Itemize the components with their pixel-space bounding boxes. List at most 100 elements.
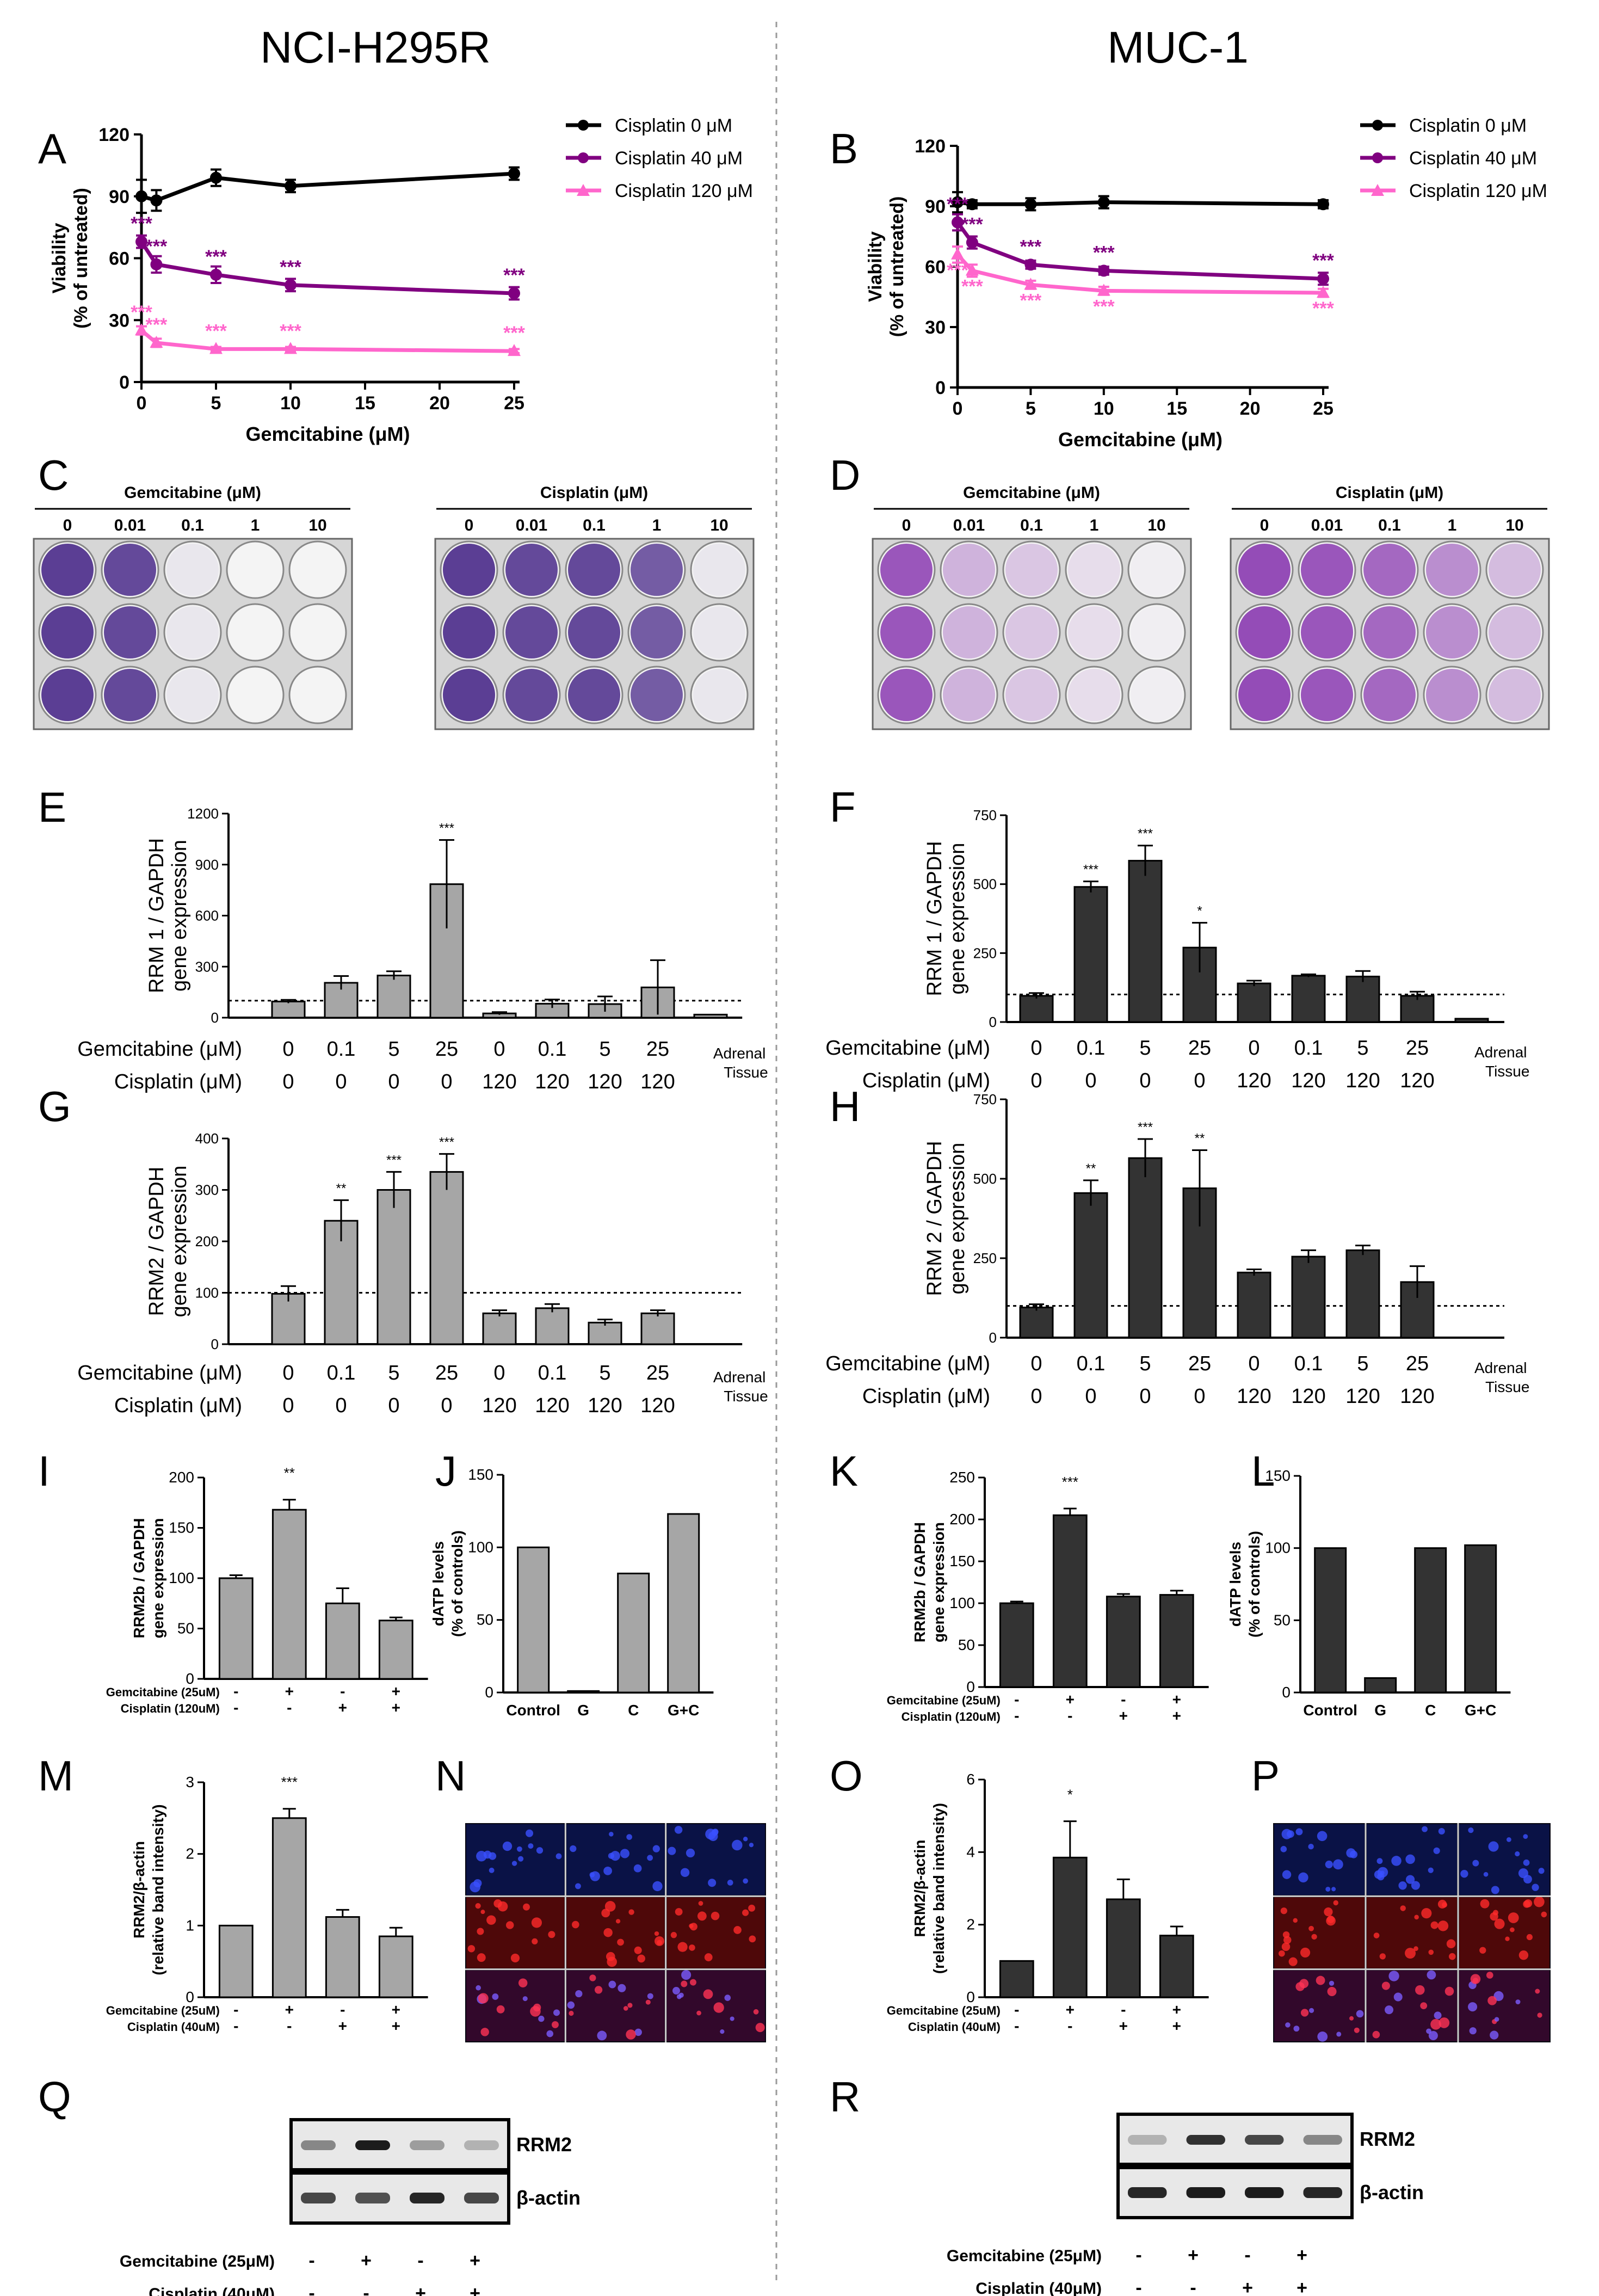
- data-point: [1317, 273, 1329, 285]
- y-axis-label: RRM 2 / GAPDH: [923, 1141, 946, 1296]
- y-axis-label: gene expression: [946, 843, 969, 995]
- gemcitabine-dose: 0.1: [327, 1038, 356, 1061]
- gemcitabine-sign: +: [1066, 2001, 1075, 2018]
- fluorescent-spot: [1508, 1912, 1519, 1923]
- fluorescent-spot: [1333, 1859, 1343, 1870]
- fluorescent-spot: [727, 1880, 733, 1886]
- fluorescent-spot: [570, 1845, 577, 1852]
- gemcitabine-label: Gemcitabine (25uM): [106, 2004, 220, 2017]
- data-point: [508, 168, 520, 180]
- fluorescent-spot: [1327, 1986, 1337, 1996]
- fluorescent-spot: [606, 1952, 615, 1961]
- bar: [271, 1000, 306, 1019]
- dose-label: 0.1: [1378, 516, 1401, 534]
- category-label: G: [577, 1702, 589, 1719]
- fluorescent-spot: [690, 1979, 696, 1986]
- y-tick-label: 250: [949, 1469, 975, 1486]
- panel-letter-r: R: [830, 2073, 860, 2121]
- gemcitabine-row-label: Gemcitabine (μM): [825, 1037, 990, 1060]
- fluorescent-spot: [1448, 1953, 1456, 1960]
- stain: [1238, 669, 1291, 721]
- bar: [218, 1577, 254, 1680]
- significance-mark: ***: [205, 321, 227, 341]
- fluorescent-spot: [533, 2003, 541, 2012]
- rrm2-band: [1303, 2135, 1342, 2145]
- adrenal-label: Adrenal: [1474, 1044, 1527, 1061]
- significance-mark: ***: [1083, 863, 1098, 877]
- gemcitabine-dose: 0.1: [538, 1038, 567, 1061]
- bar: [1128, 860, 1163, 1023]
- adrenal-label: Adrenal: [713, 1045, 766, 1062]
- cisplatin-label: Cisplatin (40μM): [976, 2280, 1102, 2296]
- fluorescent-spot: [686, 1848, 695, 1858]
- rrm2-band: [301, 2140, 336, 2150]
- bar: [693, 1013, 728, 1019]
- fluorescent-spot: [742, 1909, 749, 1916]
- cisplatin-sign: +: [1172, 1707, 1181, 1724]
- gemcitabine-sign: +: [1297, 2245, 1307, 2266]
- panel-letter-g: G: [38, 1082, 71, 1130]
- fluorescent-spot: [1468, 1827, 1474, 1833]
- gemcitabine-sign: -: [340, 1683, 345, 1700]
- y-axis-label: gene expression: [168, 1166, 191, 1318]
- adrenal-label: Adrenal: [1474, 1359, 1527, 1376]
- gemcitabine-dose: 5: [388, 1362, 399, 1384]
- fluorescent-spot: [697, 1911, 707, 1921]
- fluorescent-spot: [1437, 1920, 1449, 1931]
- well: [226, 666, 285, 724]
- stain: [41, 544, 94, 596]
- fluorescent-spot: [1532, 1883, 1539, 1891]
- y-tick-label: 1: [186, 1917, 194, 1934]
- fluorescent-spot: [601, 1909, 610, 1918]
- y-tick-label: 250: [973, 945, 997, 961]
- fluorescent-spot: [511, 1861, 517, 1866]
- fluorescent-spot: [1393, 1992, 1403, 2002]
- data-point: [951, 247, 964, 260]
- fluorescent-spot: [1486, 1972, 1493, 1979]
- stain: [1238, 606, 1291, 658]
- x-tick-label: 25: [1313, 398, 1333, 419]
- cisplatin-sign: -: [1014, 2017, 1019, 2034]
- fluorescent-spot: [486, 1915, 496, 1925]
- data-point: [1317, 286, 1330, 298]
- stain: [1363, 606, 1416, 658]
- fluorescent-spot: [620, 1849, 629, 1858]
- x-tick-label: 15: [1166, 398, 1187, 419]
- x-axis-label: Gemcitabine (μM): [245, 423, 410, 445]
- y-axis-label: (relative band intensity): [150, 1804, 166, 1975]
- fluorescent-spot: [553, 2009, 560, 2016]
- fluorescent-spot: [748, 1904, 756, 1912]
- micrograph-cell: [1459, 1824, 1549, 1895]
- cisplatin-sign: +: [392, 2017, 400, 2034]
- fluorescent-spot: [496, 2005, 505, 2014]
- well: [1485, 666, 1544, 724]
- x-tick-label: 20: [1240, 398, 1261, 419]
- stain: [1426, 606, 1478, 658]
- stain: [1489, 669, 1541, 721]
- y-tick-label: 200: [949, 1511, 975, 1528]
- data-point: [284, 342, 297, 354]
- fluorescent-spot: [637, 1954, 645, 1963]
- significance-mark: ***: [1138, 827, 1153, 841]
- significance-mark: ***: [1020, 236, 1042, 257]
- y-tick-label: 6: [966, 1771, 975, 1788]
- well: [288, 666, 347, 724]
- significance-mark: ***: [961, 214, 983, 235]
- fluorescent-spot: [1428, 2030, 1438, 2041]
- gemcitabine-dose: 25: [435, 1362, 458, 1384]
- fluorescent-spot: [467, 1945, 476, 1953]
- fluorescent-spot: [1308, 1925, 1314, 1931]
- gemcitabine-label: Gemcitabine (25μM): [947, 2247, 1102, 2265]
- y-axis-label: (relative band intensity): [930, 1803, 947, 1974]
- gemcitabine-dose: 0: [282, 1362, 294, 1384]
- bar: [1052, 1514, 1088, 1688]
- fluorescent-spot: [470, 1881, 481, 1893]
- y-tick-label: 0: [186, 1670, 194, 1687]
- fluorescent-spot: [1438, 1827, 1445, 1835]
- fluorescent-spot: [480, 1910, 485, 1915]
- cisplatin-sign: -: [233, 2017, 238, 2034]
- y-tick-label: 100: [195, 1285, 219, 1301]
- cisplatin-dose: 120: [1291, 1385, 1325, 1408]
- fluorescent-spot: [1350, 1850, 1358, 1858]
